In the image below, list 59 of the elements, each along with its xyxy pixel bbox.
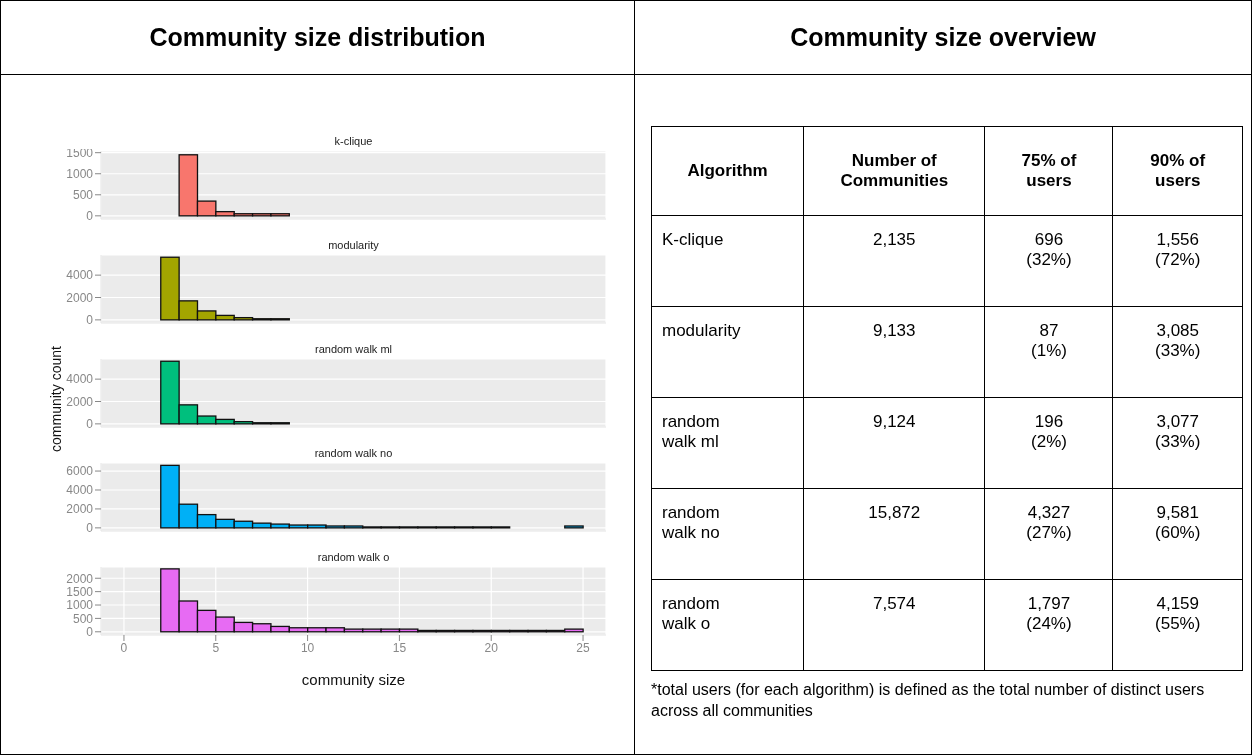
y-tick-label: 2000 xyxy=(66,394,94,409)
data-label: 696 (32%) xyxy=(1025,230,1073,270)
text: Number of Communities xyxy=(839,151,950,191)
y-tick-label: 2000 xyxy=(66,502,94,517)
y-tick-label: 4000 xyxy=(66,372,94,387)
y-tick-label: 1500 xyxy=(66,584,94,599)
chart-title: random walk no xyxy=(314,447,393,459)
y-tick-label: 0 xyxy=(86,417,94,432)
data-label: 9,133 xyxy=(872,321,916,341)
text: Algorithm xyxy=(651,126,804,216)
y-tick-label: 2000 xyxy=(66,290,94,305)
y-tick-label: 0 xyxy=(86,313,94,328)
data-label: 2,135 xyxy=(872,230,916,250)
text: Community size distribution xyxy=(149,23,486,52)
category-label: random walk o xyxy=(662,594,721,634)
y-tick-label: 500 xyxy=(72,611,94,626)
y-tick-label: 1000 xyxy=(66,167,94,181)
chart-title: random walk o xyxy=(316,550,391,565)
y-tick-label: 4000 xyxy=(66,268,94,283)
y-tick-label: 2000 xyxy=(66,571,94,586)
data-label: 196 (2%) xyxy=(1030,412,1068,452)
text: 75% of users xyxy=(1020,151,1078,191)
y-tick-label: 0 xyxy=(86,521,94,536)
category-label: modularity xyxy=(662,321,741,341)
category-label: K-clique xyxy=(662,230,724,250)
y-tick-label: 1000 xyxy=(66,598,94,613)
data-label: 9,124 xyxy=(872,412,916,432)
data-label: 15,872 xyxy=(868,503,921,523)
x-tick-label: 25 xyxy=(576,640,591,655)
data-label: 7,574 xyxy=(872,594,916,614)
chart-title: k-clique xyxy=(334,135,373,147)
y-tick-label: 4000 xyxy=(66,483,94,498)
y-tick-label: 500 xyxy=(72,188,94,203)
data-label: 3,077 (33%) xyxy=(1154,412,1202,452)
x-tick-label: 15 xyxy=(392,640,407,655)
chart-title: modularity xyxy=(327,238,380,253)
category-label: random walk ml xyxy=(662,412,721,452)
data-label: 1,556 (72%) xyxy=(1154,230,1202,270)
y-tick-label: 0 xyxy=(86,209,94,224)
y-tick-label: 6000 xyxy=(66,464,94,479)
category-label: random walk no xyxy=(662,503,721,543)
text: Community size overview xyxy=(790,23,1096,52)
data-label: 87 (1%) xyxy=(1030,321,1068,361)
data-label: 4,159 (55%) xyxy=(1154,594,1202,634)
x-axis-title: community size xyxy=(300,671,407,688)
x-tick-label: 10 xyxy=(300,640,315,655)
y-tick-label: 1500 xyxy=(66,145,94,160)
text: 90% of users xyxy=(1149,151,1207,191)
chart-title: random walk ml xyxy=(314,343,393,355)
data-label: 4,327 (27%) xyxy=(1025,503,1073,543)
x-tick-label: 0 xyxy=(120,640,128,655)
data-label: 9,581 (60%) xyxy=(1154,503,1202,543)
data-label: 1,797 (24%) xyxy=(1025,594,1073,634)
x-tick-label: 20 xyxy=(484,640,499,655)
x-tick-label: 5 xyxy=(212,640,220,655)
data-label: 3,085 (33%) xyxy=(1154,321,1202,361)
y-tick-label: 0 xyxy=(86,625,94,640)
text: *total users (for each algorithm) is defined as the total number of distinct users across all communities xyxy=(651,680,1206,721)
y-axis-title: community count xyxy=(48,345,64,454)
